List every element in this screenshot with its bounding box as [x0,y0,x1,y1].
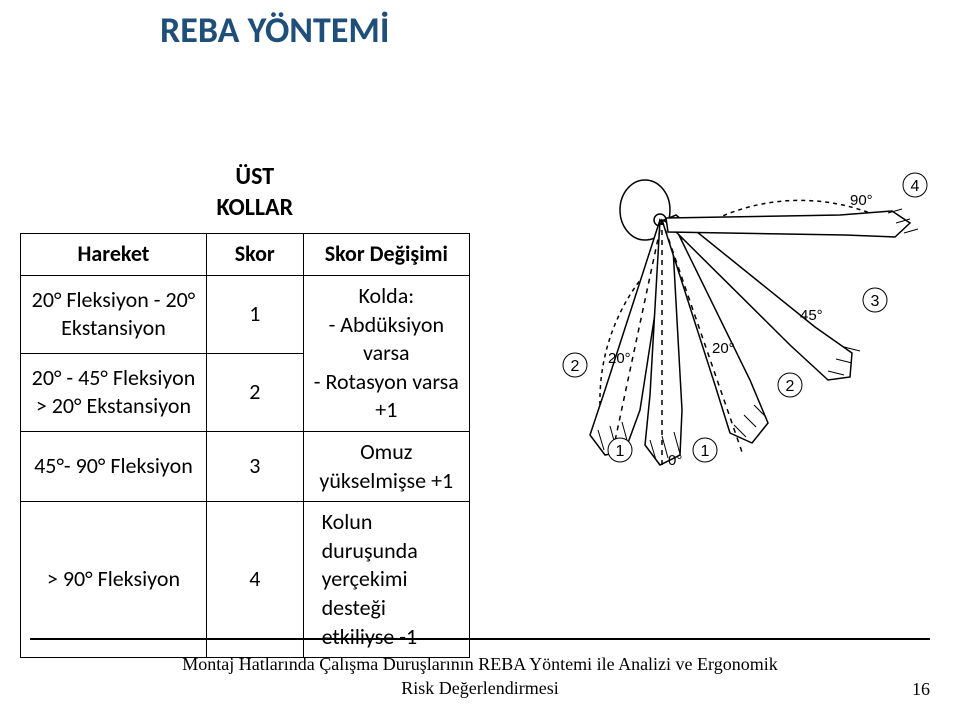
angle-label: 20° [608,350,631,367]
col-header-hareket: Hareket [21,234,207,276]
page-title: REBA YÖNTEMİ [160,8,389,52]
label-circle: 4 [911,178,920,195]
label-circle: 2 [571,358,580,375]
label-circle: 1 [616,443,625,460]
cell-desc-merged: Kolda: - Abdüksiyon varsa - Rotasyon var… [303,275,469,431]
angle-label: 90° [850,192,873,209]
arm-diagram: 2 1 1 2 3 4 0° 20° 20° 45° 90° [490,155,935,475]
section-header: ÜST KOLLAR [206,155,303,234]
divider [30,638,930,640]
table-row: > 90° Fleksiyon 4 Kolun duruşunda yerçek… [21,502,470,658]
label-circle: 2 [786,378,795,395]
angle-label: 20° [712,340,735,357]
cell-movement: 20° - 45° Fleksiyon > 20° Ekstansiyon [21,353,207,431]
table-row: 45°- 90° Fleksiyon 3 Omuz yükselmişse +1 [21,431,470,501]
col-header-degisim: Skor Değişimi [303,234,469,276]
label-circle: 1 [701,443,710,460]
cell-score: 2 [206,353,303,431]
cell-desc: Omuz yükselmişse +1 [303,431,469,501]
page-number: 16 [912,679,930,700]
footer-line1: Montaj Hatlarında Çalışma Duruşlarının R… [182,654,777,674]
cell-score: 3 [206,431,303,501]
table-row: 20° Fleksiyon - 20° Ekstansiyon 1 Kolda:… [21,275,470,353]
footer: Montaj Hatlarında Çalışma Duruşlarının R… [0,653,960,700]
cell-movement: 20° Fleksiyon - 20° Ekstansiyon [21,275,207,353]
cell-movement: > 90° Fleksiyon [21,502,207,658]
cell-desc: Kolun duruşunda yerçekimi desteği etkili… [303,502,469,658]
cell-movement: 45°- 90° Fleksiyon [21,431,207,501]
footer-line2: Risk Değerlendirmesi [401,678,558,698]
col-header-skor: Skor [206,234,303,276]
scoring-table: ÜST KOLLAR Hareket Skor Skor Değişimi 20… [20,155,470,658]
angle-label: 45° [800,307,823,324]
title-text: REBA YÖNTEMİ [160,8,389,52]
cell-score: 1 [206,275,303,353]
cell-score: 4 [206,502,303,658]
angle-label: 0° [668,452,682,469]
label-circle: 3 [871,293,880,310]
